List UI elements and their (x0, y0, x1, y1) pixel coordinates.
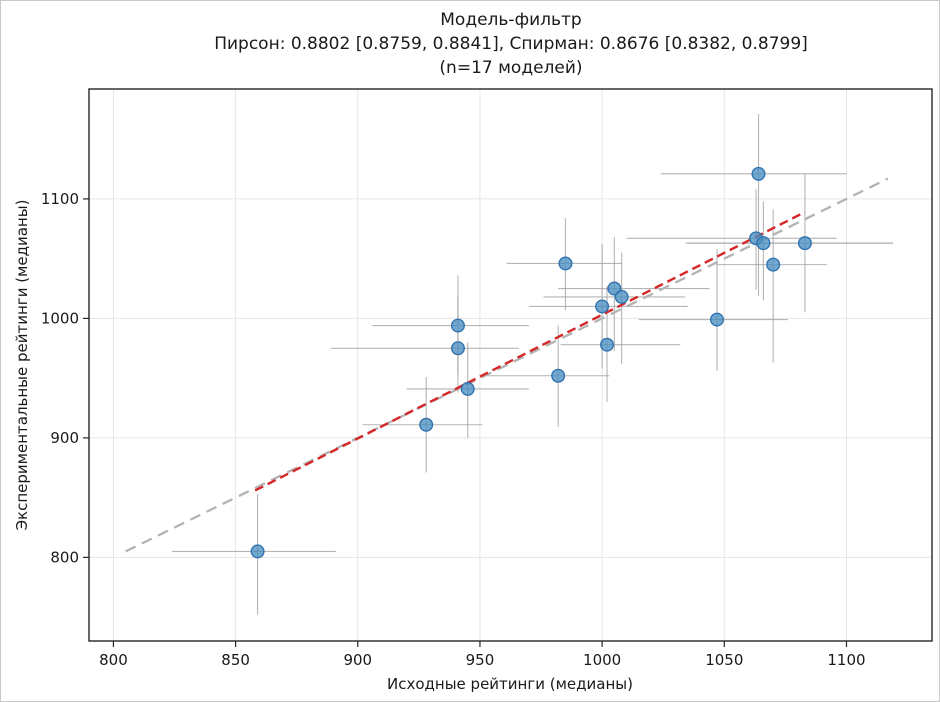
x-tick-label: 1000 (583, 651, 621, 669)
data-point (709, 312, 724, 327)
y-axis-label: Экспериментальные рейтинги (медианы) (13, 200, 31, 531)
x-axis-label: Исходные рейтинги (медианы) (387, 675, 633, 693)
chart-note-n-models: (n=17 моделей) (439, 58, 582, 78)
data-point (766, 257, 781, 272)
y-tick-label: 800 (50, 548, 79, 566)
x-tick-label: 950 (466, 651, 495, 669)
errorbar-layer (172, 114, 893, 615)
data-point (250, 544, 265, 559)
data-point (460, 381, 475, 396)
x-tick-label: 1050 (705, 651, 743, 669)
y-tick-label: 900 (50, 429, 79, 447)
fit-line (254, 210, 806, 492)
data-point (450, 318, 465, 333)
x-tick-label: 900 (343, 651, 372, 669)
x-tick-label: 800 (99, 651, 128, 669)
grid-layer (89, 89, 932, 641)
data-point (558, 256, 573, 271)
data-point (595, 299, 610, 314)
data-point (551, 368, 566, 383)
data-point (751, 166, 766, 181)
x-tick-label: 1100 (827, 651, 865, 669)
axes-layer: 800 850 900 950 1000 1050 1100 800 900 1000 1100 (41, 88, 933, 669)
plot-border (88, 88, 933, 642)
data-point (600, 337, 615, 352)
data-point (756, 236, 771, 251)
identity-line (125, 177, 889, 553)
data-point (614, 289, 629, 304)
data-point (450, 341, 465, 356)
chart-subtitle-correlations: Пирсон: 0.8802 [0.8759, 0.8841], Спирман… (214, 34, 808, 54)
data-points-layer (250, 166, 812, 559)
y-tick-label: 1100 (41, 190, 79, 208)
trend-lines-layer (125, 177, 889, 553)
data-point (797, 236, 812, 251)
x-tick-label: 850 (221, 651, 250, 669)
y-tick-label: 1000 (41, 309, 79, 327)
chart-title: Модель-фильтр (440, 10, 581, 30)
data-point (419, 417, 434, 432)
